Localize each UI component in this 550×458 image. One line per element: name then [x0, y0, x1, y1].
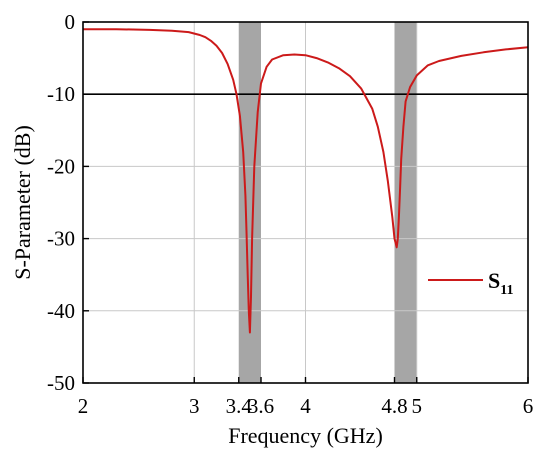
shaded-band-1	[238, 22, 261, 383]
x-tick-label: 2	[78, 394, 89, 418]
legend-label-subscript: 11	[500, 283, 513, 298]
x-axis-ticks: 2 3 3.43.6 4 4.8 5 6	[78, 377, 534, 418]
y-axis-ticks: 0 -10 -20 -30 -40 -50	[47, 10, 89, 395]
y-axis-label: S-Parameter (dB)	[10, 125, 35, 280]
x-tick-label: 3	[189, 394, 200, 418]
x-tick-label: 4	[300, 394, 311, 418]
y-tick-label: -20	[47, 154, 75, 178]
series-layer	[83, 28, 529, 334]
x-axis-label: Frequency (GHz)	[228, 423, 383, 448]
grid-lines	[83, 22, 528, 383]
series-line-s11	[83, 28, 529, 334]
x-tick-label: 3.4	[226, 394, 253, 418]
y-tick-label: -30	[47, 227, 75, 251]
legend-label-main: S	[488, 268, 500, 293]
x-tick-label: 6	[523, 394, 534, 418]
y-tick-label: -10	[47, 82, 75, 106]
legend-label-s11: S11	[488, 268, 513, 298]
legend: S11	[428, 268, 513, 298]
y-tick-label: -50	[47, 371, 75, 395]
y-tick-label: 0	[65, 10, 76, 34]
x-tick-label: 3.6	[248, 394, 274, 418]
x-tick-label: 4.8	[381, 394, 407, 418]
shaded-bands	[238, 22, 417, 383]
shaded-band-2	[394, 22, 417, 383]
y-tick-label: -40	[47, 299, 75, 323]
x-tick-label: 5	[412, 394, 423, 418]
